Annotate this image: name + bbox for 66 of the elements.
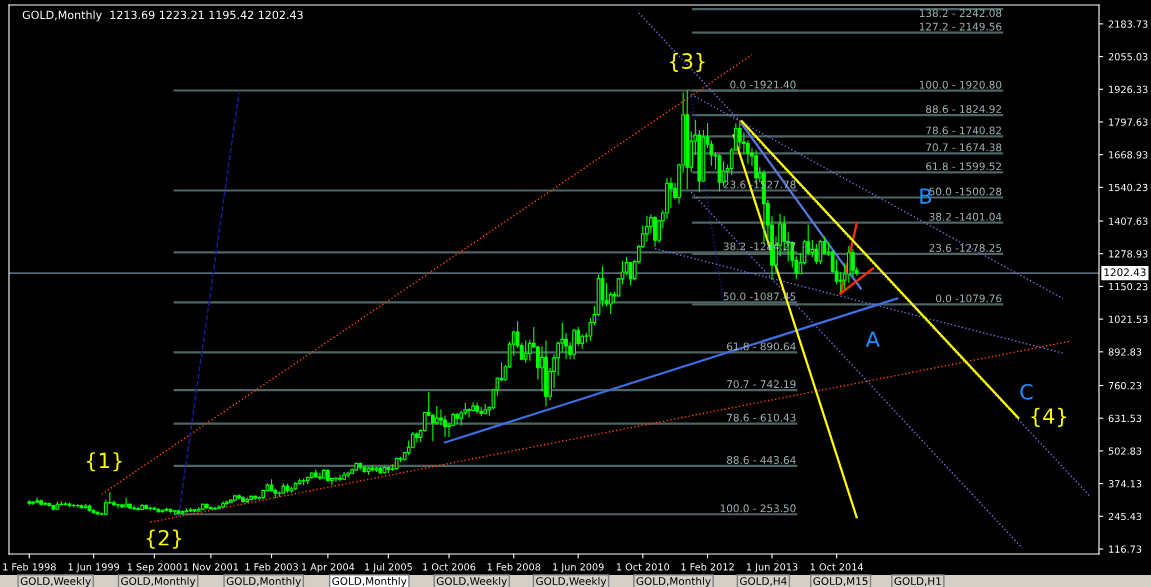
text: GOLD,Monthly xyxy=(226,576,301,587)
y-tick-label: 1926.33 xyxy=(1109,85,1148,94)
x-tick-label: 1 Jun 1999 xyxy=(68,563,120,573)
text: GOLD,Monthly xyxy=(636,576,711,587)
chart-title: GOLD,Monthly 1213.69 1223.21 1195.42 1202.43 xyxy=(22,10,303,22)
series-label: 0.0 -1921.40 xyxy=(730,80,796,89)
y-tick-label: 245.43 xyxy=(1108,512,1142,521)
series-label: 0.0 -1079.76 xyxy=(936,294,1002,303)
x-tick-label: 1 Feb 2008 xyxy=(487,563,541,571)
x-tick-label: 1 Oct 2014 xyxy=(810,563,864,571)
y-tick-label: 116.73 xyxy=(1109,545,1142,553)
x-tick-label: 1 Oct 2010 xyxy=(616,563,670,571)
x-tick-label: 1 Apr 2004 xyxy=(302,563,355,573)
text: GOLD,Monthly xyxy=(332,576,407,587)
text: GOLD,Monthly xyxy=(121,576,196,587)
y-tick-label: 1668.93 xyxy=(1109,151,1148,159)
x-tick-label: 1 Jul 2005 xyxy=(365,563,412,573)
text: GOLD,M15 xyxy=(813,577,868,587)
series-label: 50.0 -1500.28 xyxy=(929,187,1002,196)
series-label: 138.2 - 2242.08 xyxy=(919,9,1002,18)
annotation: A xyxy=(865,331,880,347)
series-label: 127.2 - 2149.56 xyxy=(919,22,1002,31)
y-tick-label: 1407.63 xyxy=(1109,217,1148,225)
y-tick-label: 2183.73 xyxy=(1108,20,1148,28)
series-label: 78.6 - 1740.82 xyxy=(926,126,1001,135)
ref-line-label: 1202.43 xyxy=(1104,268,1146,277)
text: GOLD,Weekly xyxy=(436,576,507,587)
series-label: 88.6 - 443.64 xyxy=(726,456,796,464)
x-tick-label: 1 Feb 1998 xyxy=(3,563,56,571)
y-tick-label: 502.83 xyxy=(1108,447,1142,455)
x-tick-label: 1 Jun 2013 xyxy=(746,563,798,573)
x-tick-label: 1 Feb 2003 xyxy=(245,563,298,571)
series-label: 61.8 - 890.64 xyxy=(726,342,796,351)
y-tick-label: 892.83 xyxy=(1108,348,1142,356)
annotation: C xyxy=(1020,383,1033,400)
annotation: {1} xyxy=(86,452,122,472)
y-tick-label: 631.53 xyxy=(1108,414,1142,423)
series-label: 70.7 - 1674.38 xyxy=(926,143,1002,152)
y-tick-label: 760.23 xyxy=(1108,381,1142,390)
series-label: 78.6 - 610.43 xyxy=(727,413,796,422)
series-label: 70.7 - 742.19 xyxy=(727,380,796,389)
text: GOLD,H1 xyxy=(894,577,941,587)
series-label: 38.2 -1401.04 xyxy=(929,212,1002,221)
x-tick-label: 1 Nov 2001 xyxy=(183,563,239,571)
series-label: 88.6 - 1824.92 xyxy=(926,105,1001,114)
text: GOLD,Weekly xyxy=(20,576,91,587)
y-tick-label: 1797.63 xyxy=(1109,118,1148,126)
annotation: {2} xyxy=(146,529,182,549)
series-label: 100.0 - 253.50 xyxy=(720,504,796,513)
series-label: 100.0 - 1920.80 xyxy=(919,80,1002,89)
x-tick-label: 1 Oct 2006 xyxy=(423,563,476,571)
x-tick-label: 1 Jun 2009 xyxy=(553,563,604,573)
annotation: {4} xyxy=(1031,407,1067,427)
text: GOLD,H4 xyxy=(740,577,787,587)
text: GOLD,Weekly xyxy=(536,576,607,587)
y-tick-label: 2055.03 xyxy=(1108,53,1148,61)
y-tick-label: 1150.23 xyxy=(1109,282,1148,291)
x-tick-label: 1 Sep 2000 xyxy=(127,563,182,573)
y-tick-label: 374.13 xyxy=(1108,480,1142,488)
annotation: B xyxy=(920,188,932,204)
series-label: 61.8 - 1599.52 xyxy=(926,162,1001,171)
y-tick-label: 1278.93 xyxy=(1109,250,1148,258)
annotation: {3} xyxy=(669,52,705,72)
y-tick-label: 1021.53 xyxy=(1109,315,1148,323)
x-tick-label: 1 Feb 2012 xyxy=(681,563,734,571)
y-tick-label: 1540.23 xyxy=(1109,183,1148,192)
